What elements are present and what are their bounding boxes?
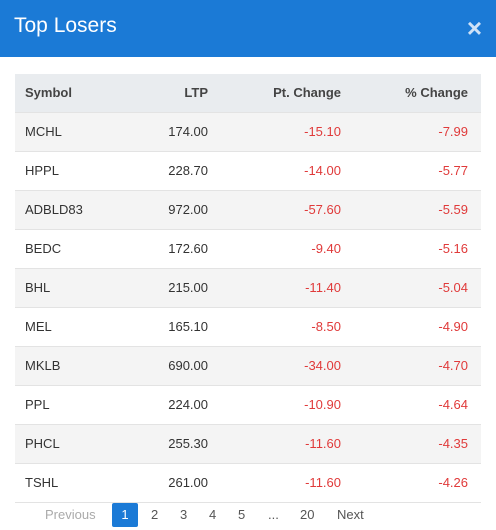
symbol-cell: ADBLD83	[25, 202, 83, 217]
value-cell: -7.99	[438, 124, 468, 139]
column-header: % Change	[405, 85, 468, 100]
value-cell: -9.40	[311, 241, 341, 256]
table-row: MKLB 690.00 -34.00 -4.70	[15, 347, 481, 386]
page-link[interactable]: 20	[300, 507, 315, 522]
value-cell: -4.90	[438, 319, 468, 334]
table-row: BHL 215.00 -11.40 -5.04	[15, 269, 481, 308]
value-cell: -4.26	[438, 475, 468, 490]
value-cell: 172.60	[168, 241, 208, 256]
table-row: BEDC 172.60 -9.40 -5.16	[15, 230, 481, 269]
symbol-cell: MCHL	[25, 124, 62, 139]
value-cell: -4.64	[438, 397, 468, 412]
header-row: Symbol LTP Pt. Change % Change	[15, 74, 481, 113]
value-cell: -10.90	[304, 397, 341, 412]
modal-title: Top Losers	[14, 14, 117, 37]
page-link[interactable]: 2	[151, 507, 159, 522]
page-link[interactable]: 5	[238, 507, 246, 522]
symbol-cell: BHL	[25, 280, 51, 295]
value-cell: -4.35	[438, 436, 468, 451]
value-cell: -5.16	[438, 241, 468, 256]
value-cell: 165.10	[168, 319, 208, 334]
pagination: Previous 1 2 3 4 5... 20 Next	[0, 500, 496, 530]
table-row: PPL 224.00 -10.90 -4.64	[15, 386, 481, 425]
symbol-cell: BEDC	[25, 241, 62, 256]
symbol-cell: HPPL	[25, 163, 59, 178]
value-cell: 215.00	[168, 280, 208, 295]
value-cell: -11.60	[305, 436, 341, 451]
losers-table: Symbol LTP Pt. Change % Change MCHL 174.00 -15…	[15, 74, 481, 503]
table-row: MCHL 174.00 -15.10 -7.99	[15, 113, 481, 152]
value-cell: -4.70	[438, 358, 468, 373]
page-link[interactable]: Next	[337, 507, 364, 522]
value-cell: -8.50	[311, 319, 341, 334]
value-cell: -11.40	[305, 280, 341, 295]
value-cell: -14.00	[304, 163, 341, 178]
value-cell: 255.30	[168, 436, 208, 451]
value-cell: 972.00	[168, 202, 208, 217]
column-header: LTP	[184, 85, 208, 100]
value-cell: 228.70	[168, 163, 208, 178]
column-header: Symbol	[25, 85, 72, 100]
value-cell: 174.00	[168, 124, 208, 139]
value-cell: -5.04	[438, 280, 468, 295]
page-link[interactable]: 3	[180, 507, 188, 522]
table-row: HPPL 228.70 -14.00 -5.77	[15, 152, 481, 191]
page-link[interactable]: 4	[209, 507, 217, 522]
value-cell: 261.00	[168, 475, 208, 490]
value-cell: -11.60	[305, 475, 341, 490]
value-cell: -15.10	[304, 124, 341, 139]
value-cell: 224.00	[168, 397, 208, 412]
column-header: Pt. Change	[273, 85, 341, 100]
table-row: PHCL 255.30 -11.60 -4.35	[15, 425, 481, 464]
modal-header: Top Losers ×	[0, 0, 496, 57]
page-link[interactable]: Previous	[45, 507, 96, 522]
value-cell: -5.77	[438, 163, 468, 178]
value-cell: -34.00	[304, 358, 341, 373]
symbol-cell: PPL	[25, 397, 50, 412]
value-cell: 690.00	[168, 358, 208, 373]
table-row: MEL 165.10 -8.50 -4.90	[15, 308, 481, 347]
symbol-cell: MKLB	[25, 358, 61, 373]
page-link[interactable]: ...	[268, 507, 279, 522]
page-link[interactable]: 1	[112, 503, 138, 527]
close-button[interactable]: ×	[466, 13, 482, 43]
table-row: ADBLD83 972.00 -57.60 -5.59	[15, 191, 481, 230]
symbol-cell: MEL	[25, 319, 52, 334]
symbol-cell: TSHL	[25, 475, 59, 490]
value-cell: -57.60	[304, 202, 341, 217]
symbol-cell: PHCL	[25, 436, 60, 451]
value-cell: -5.59	[438, 202, 468, 217]
table-row: TSHL 261.00 -11.60 -4.26	[15, 464, 481, 503]
